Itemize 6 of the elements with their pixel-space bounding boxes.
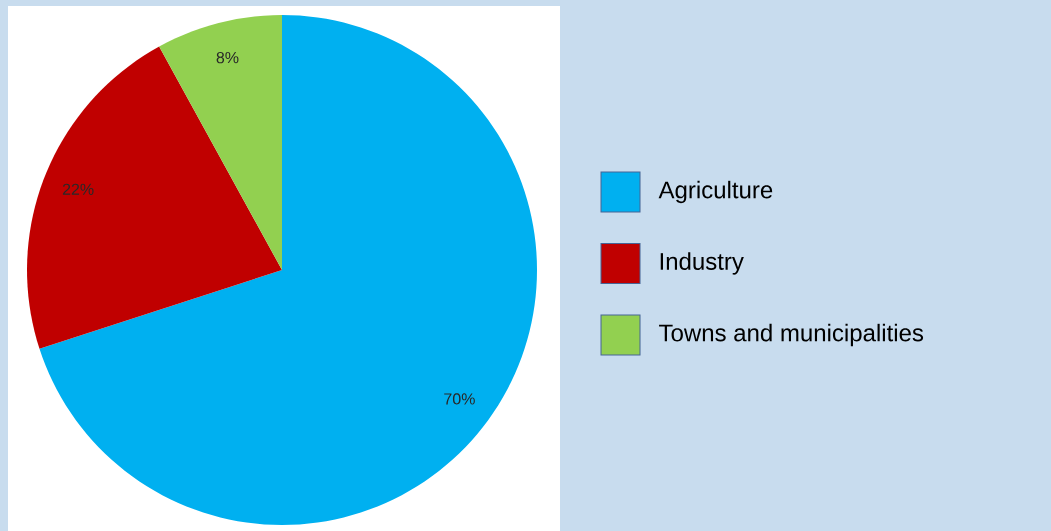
legend-label: Agriculture — [658, 180, 773, 204]
data-label: 8% — [216, 51, 239, 64]
data-label: 70% — [444, 393, 475, 405]
legend-label: Towns and municipalities — [659, 323, 924, 347]
data-label: 22% — [62, 183, 94, 195]
legend-label: Industry — [660, 252, 744, 275]
